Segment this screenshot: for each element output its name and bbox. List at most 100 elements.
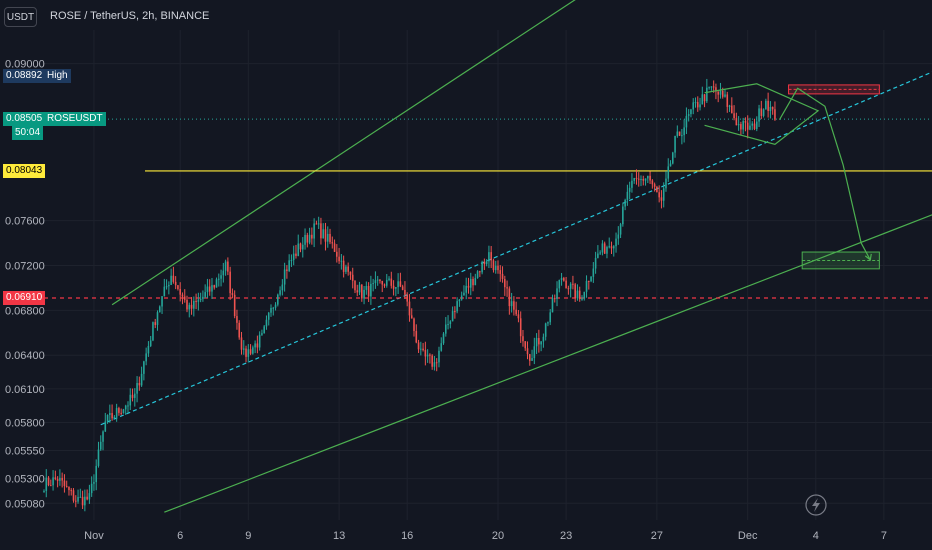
candle-body xyxy=(224,261,227,271)
candle-body xyxy=(174,281,177,286)
candle-body xyxy=(113,416,116,419)
candle-body xyxy=(326,233,329,242)
candle-body xyxy=(474,278,477,286)
candle-body xyxy=(410,315,413,319)
candle-body xyxy=(581,298,583,300)
candle-body xyxy=(585,280,588,292)
candle-body xyxy=(329,233,331,243)
candle-body xyxy=(640,179,642,181)
candle-body xyxy=(215,279,218,288)
candle-body xyxy=(122,409,125,414)
candle-body xyxy=(717,91,719,95)
candle-body xyxy=(270,307,272,313)
candle-body xyxy=(199,298,202,300)
candle-body xyxy=(392,285,395,289)
y-tick-label: 0.06100 xyxy=(5,384,45,396)
candle-body xyxy=(610,246,613,249)
candle-body xyxy=(172,275,175,282)
candle-body xyxy=(771,106,774,110)
candle-body xyxy=(367,286,370,297)
candle-body xyxy=(120,412,122,414)
candle-body xyxy=(277,294,279,305)
candle-body xyxy=(749,125,751,130)
candle-body xyxy=(633,177,635,181)
candle-body xyxy=(320,223,322,239)
candle-body xyxy=(699,104,701,108)
candle-body xyxy=(556,288,558,299)
candle-body xyxy=(733,113,735,119)
y-tick-label: 0.05800 xyxy=(5,418,45,430)
candle-body xyxy=(626,191,629,201)
candle-body xyxy=(383,284,386,286)
candle-body xyxy=(245,348,247,357)
candle-body xyxy=(667,166,670,179)
candle-body xyxy=(331,242,334,244)
candle-body xyxy=(340,260,343,262)
candle-body xyxy=(751,123,754,126)
candle-body xyxy=(742,121,744,130)
candle-body xyxy=(774,109,776,120)
candle-body xyxy=(665,178,667,189)
candle-body xyxy=(631,180,633,188)
candle-body xyxy=(388,278,390,280)
candle-body xyxy=(753,123,756,129)
candle-body xyxy=(118,408,120,413)
candle-body xyxy=(258,334,261,348)
candle-body xyxy=(467,285,470,288)
candle-body xyxy=(74,500,77,502)
candle-body xyxy=(708,86,710,88)
candle-body xyxy=(115,408,118,417)
candle-body xyxy=(413,318,415,332)
candle-body xyxy=(297,243,300,256)
candle-body xyxy=(449,321,452,325)
candle-body xyxy=(744,121,747,123)
candle-body xyxy=(233,294,236,317)
candle-body xyxy=(479,271,481,273)
wedge-pattern xyxy=(704,83,820,146)
candle-body xyxy=(533,346,536,359)
y-tick-label: 0.06400 xyxy=(5,350,45,362)
candle-body xyxy=(336,251,338,257)
lightning-icon[interactable] xyxy=(805,494,827,516)
candle-body xyxy=(59,477,61,481)
candle-body xyxy=(531,358,533,361)
candle-body xyxy=(263,326,265,334)
candle-body xyxy=(204,292,206,297)
candle-body xyxy=(649,175,651,181)
candle-body xyxy=(97,449,100,466)
candle-body xyxy=(651,180,654,185)
candle-body xyxy=(290,260,293,262)
candle-body xyxy=(351,274,354,281)
candle-body xyxy=(168,284,170,287)
candle-body xyxy=(381,280,384,285)
chart-overlays xyxy=(44,0,932,513)
candle-body xyxy=(692,102,695,110)
candle-body xyxy=(193,300,195,309)
candle-body xyxy=(435,362,438,364)
y-tick-label: 0.05550 xyxy=(5,446,45,458)
candle-body xyxy=(106,414,109,422)
high-price-badge: 0.08892 xyxy=(3,68,46,83)
candle-body xyxy=(149,340,152,346)
candle-body xyxy=(376,279,379,281)
price-axis: 0.05080 0.05300 0.05550 0.05800 0.06100 0.064… xyxy=(5,59,45,511)
candle-body xyxy=(728,105,731,107)
candle-body xyxy=(61,477,63,481)
candle-body xyxy=(279,290,281,295)
candle-body xyxy=(647,175,649,179)
candle-body xyxy=(628,187,631,192)
candle-body xyxy=(358,284,361,293)
currency-unit-button[interactable]: USDT xyxy=(4,7,37,27)
candle-body xyxy=(574,284,576,299)
candle-body xyxy=(188,304,191,310)
candle-body xyxy=(324,229,327,242)
candle-body xyxy=(426,354,429,357)
candle-body xyxy=(195,300,197,302)
candle-body xyxy=(460,295,463,300)
candle-body xyxy=(361,284,363,299)
candle-body xyxy=(109,413,111,415)
candle-body xyxy=(721,90,724,97)
candles-layer xyxy=(43,78,776,512)
candle-body xyxy=(558,280,561,289)
